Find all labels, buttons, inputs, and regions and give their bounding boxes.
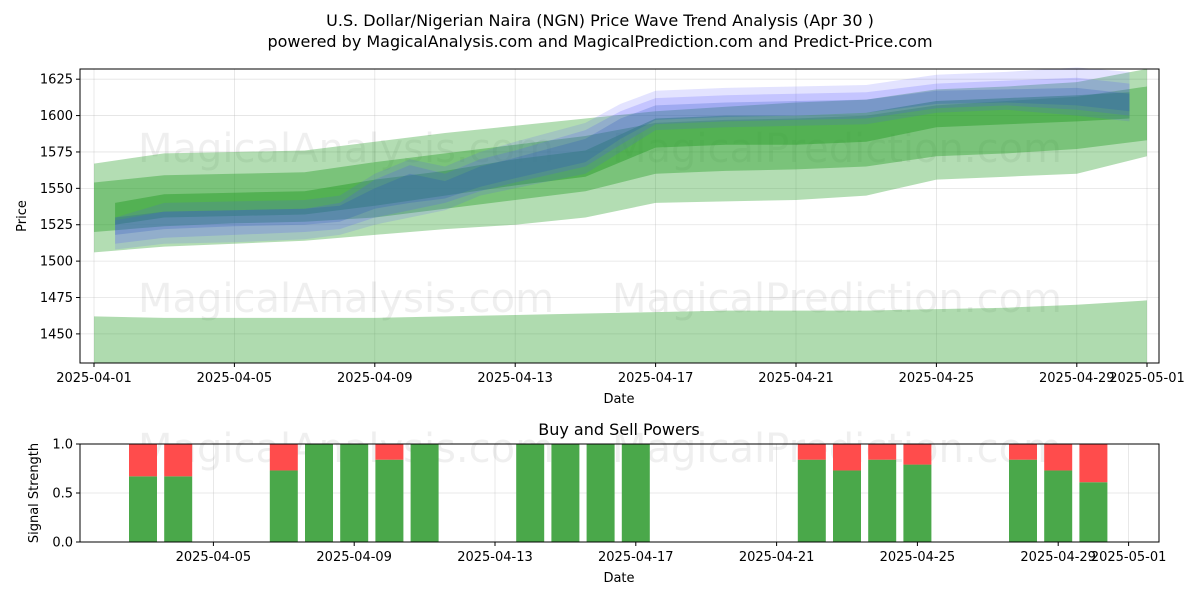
signal-x-tick-label: 2025-04-25 (880, 550, 956, 565)
signal-y-tick-label: 0.0 (52, 536, 73, 551)
price-y-tick-label: 1450 (40, 327, 73, 342)
price-y-tick-label: 1575 (40, 145, 73, 160)
watermark-analysis-mid: MagicalAnalysis.com (138, 276, 554, 322)
signal-y-tick-label: 0.5 (52, 487, 73, 502)
buy-power-bar (269, 470, 298, 542)
sell-power-bar (1044, 444, 1073, 471)
signal-x-tick-label: 2025-04-29 (1020, 550, 1096, 565)
green-prediction-band-0 (94, 300, 1147, 363)
sell-power-bar (797, 444, 826, 460)
price-x-tick-label: 2025-04-25 (899, 371, 975, 386)
price-plot-frame (79, 68, 1160, 364)
price-x-tick-label: 2025-04-17 (618, 371, 694, 386)
buy-power-bar (375, 459, 404, 542)
price-y-tick-label: 1525 (40, 218, 73, 233)
signal-bars (129, 444, 1108, 542)
signal-plot: Buy and Sell Powers MagicalAnalysis.com … (27, 420, 1166, 586)
green-prediction-band-3 (115, 92, 1130, 225)
chart-subtitle: powered by MagicalAnalysis.com and Magic… (267, 32, 932, 51)
price-bands (94, 67, 1147, 363)
price-x-tick-label: 2025-04-05 (197, 371, 273, 386)
buy-power-bar (1044, 470, 1073, 542)
sell-power-bar (1079, 444, 1108, 483)
price-y-tick-label: 1625 (40, 73, 73, 88)
blue-wave-band-0 (115, 67, 1130, 250)
signal-x-tick-label: 2025-05-01 (1091, 550, 1167, 565)
buy-power-bar (1009, 459, 1037, 542)
price-y-ticks: 1450 1475 1500 1525 1550 1575 1600 1625 (40, 73, 80, 342)
buy-power-bar (903, 464, 932, 542)
signal-x-tick-label: 2025-04-21 (739, 550, 815, 565)
buy-power-bar (797, 459, 826, 542)
buy-power-bar (129, 476, 157, 542)
buy-power-bar (586, 444, 615, 542)
sell-power-bar (903, 444, 932, 465)
price-plot: MagicalAnalysis.com MagicalPrediction.co… (15, 67, 1185, 407)
price-y-tick-label: 1475 (40, 291, 73, 306)
price-x-tick-label: 2025-04-01 (56, 371, 132, 386)
price-y-tick-label: 1500 (40, 255, 73, 270)
buy-power-bar (164, 476, 193, 542)
buy-power-bar (833, 470, 861, 542)
buy-power-bar (516, 444, 545, 542)
buy-power-bar (410, 444, 439, 542)
sell-power-bar (868, 444, 897, 460)
sell-power-bar (129, 444, 157, 477)
buy-power-bar (551, 444, 580, 542)
signal-y-axis-label: Signal Strength (27, 443, 42, 543)
sell-power-bar (375, 444, 404, 460)
blue-wave-band-1 (115, 77, 1130, 244)
sell-power-bar (833, 444, 861, 471)
buy-power-bar (621, 444, 650, 542)
price-x-tick-label: 2025-05-01 (1109, 371, 1185, 386)
buy-power-bar (1079, 482, 1108, 542)
signal-x-tick-label: 2025-04-17 (598, 550, 674, 565)
buy-power-bar (305, 444, 333, 542)
price-y-tick-label: 1600 (40, 109, 73, 124)
price-x-tick-label: 2025-04-29 (1039, 371, 1115, 386)
signal-x-tick-label: 2025-04-13 (457, 550, 533, 565)
price-y-axis-label: Price (15, 200, 30, 232)
sell-power-bar (1009, 444, 1037, 460)
watermark-prediction-mid: MagicalPrediction.com (612, 276, 1062, 322)
chart-title: U.S. Dollar/Nigerian Naira (NGN) Price W… (326, 11, 874, 30)
signal-y-ticks: 0.0 0.5 1.0 (52, 438, 80, 551)
buy-power-bar (340, 444, 369, 542)
signal-x-axis-label: Date (603, 571, 634, 586)
signal-title: Buy and Sell Powers (538, 420, 700, 439)
price-x-ticks: 2025-04-01 2025-04-05 2025-04-09 2025-04-13… (56, 363, 1185, 386)
signal-y-tick-label: 1.0 (52, 438, 73, 453)
buy-power-bar (868, 459, 897, 542)
price-x-axis-label: Date (603, 392, 634, 407)
price-x-tick-label: 2025-04-13 (477, 371, 553, 386)
signal-x-tick-label: 2025-04-05 (176, 550, 252, 565)
price-x-tick-label: 2025-04-21 (758, 371, 834, 386)
sell-power-bar (269, 444, 298, 471)
sell-power-bar (164, 444, 193, 477)
price-x-tick-label: 2025-04-09 (337, 371, 413, 386)
blue-wave-band-2 (115, 87, 1130, 235)
price-y-tick-label: 1550 (40, 182, 73, 197)
signal-x-tick-label: 2025-04-09 (316, 550, 392, 565)
signal-x-ticks: 2025-04-05 2025-04-09 2025-04-13 2025-04-17… (176, 542, 1167, 565)
signal-plot-background (80, 444, 1159, 542)
